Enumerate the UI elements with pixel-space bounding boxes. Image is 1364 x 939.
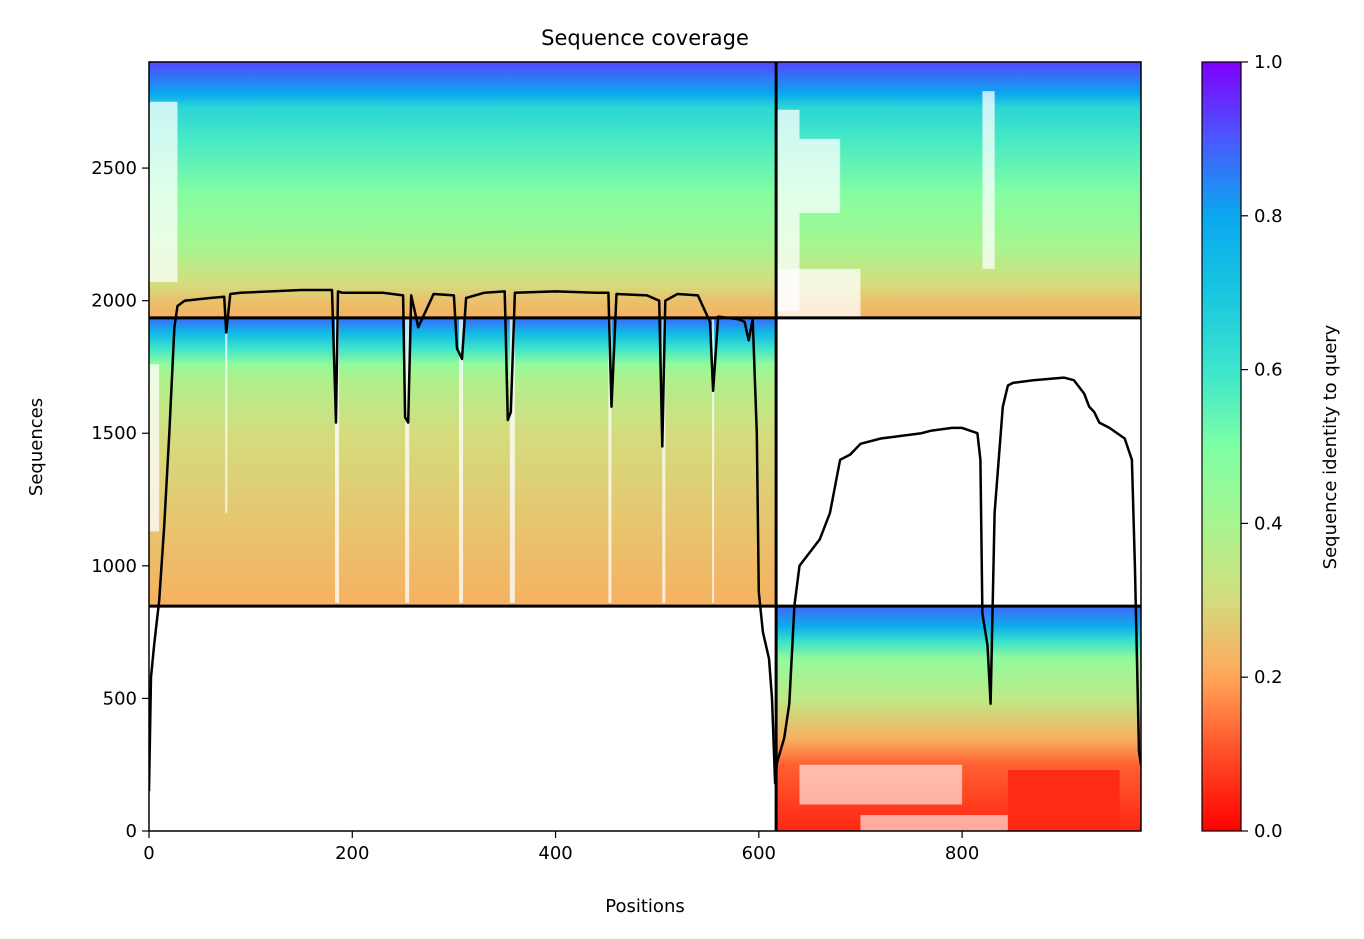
- x-tick-label: 800: [945, 843, 979, 864]
- coverage-gap: [776, 268, 861, 318]
- coverage-gap: [405, 319, 410, 603]
- coverage-gap: [509, 319, 515, 603]
- y-tick-label: 500: [103, 688, 137, 709]
- y-axis-ticks: 0 500 1000 1500 2000 2500: [91, 158, 149, 842]
- plot-frame: [148, 61, 1142, 832]
- y-tick-label: 0: [126, 821, 137, 842]
- colorbar-tick-label: 0.0: [1254, 821, 1283, 842]
- x-axis-label: Positions: [605, 896, 684, 917]
- coverage-gap: [335, 319, 340, 603]
- coverage-gaps: [149, 91, 1120, 831]
- chart-title: Sequence coverage: [541, 26, 749, 50]
- x-tick-label: 400: [538, 843, 572, 864]
- y-axis-label: Sequences: [26, 398, 47, 496]
- block-separators: [149, 62, 1141, 831]
- coverage-line-group: [149, 288, 1141, 792]
- colorbar-tick-label: 0.8: [1254, 206, 1283, 227]
- colorbar: [1201, 61, 1242, 832]
- x-axis-ticks: 0 200 400 600 800: [143, 831, 979, 864]
- x-tick-label: 0: [143, 843, 154, 864]
- coverage-gap: [149, 364, 160, 532]
- x-tick-label: 600: [742, 843, 776, 864]
- coverage-gap: [608, 319, 612, 603]
- colorbar-tick-label: 0.4: [1254, 513, 1283, 534]
- colorbar-ticks: 0.0 0.2 0.4 0.6 0.8 1.0: [1241, 52, 1283, 842]
- colorbar-tick-label: 0.6: [1254, 360, 1283, 381]
- y-tick-label: 2500: [91, 158, 137, 179]
- coverage-patch: [860, 815, 1008, 831]
- coverage-gap: [149, 101, 178, 283]
- coverage-line: [149, 288, 1141, 792]
- x-tick-label: 200: [335, 843, 369, 864]
- coverage-gap: [799, 138, 841, 214]
- y-tick-label: 2000: [91, 291, 137, 312]
- colorbar-tick-label: 0.2: [1254, 667, 1283, 688]
- colorbar-label: Sequence identity to query: [1320, 324, 1341, 569]
- coverage-gap: [662, 319, 666, 603]
- coverage-patch: [799, 764, 963, 805]
- y-tick-label: 1500: [91, 423, 137, 444]
- coverage-block: [149, 62, 777, 318]
- coverage-gap: [982, 91, 995, 269]
- colorbar-tick-label: 1.0: [1254, 52, 1283, 73]
- coverage-gap: [459, 319, 464, 603]
- coverage-patch: [1007, 770, 1120, 831]
- coverage-gap: [776, 109, 800, 312]
- coverage-gap: [712, 319, 715, 603]
- coverage-gap: [225, 319, 228, 513]
- y-tick-label: 1000: [91, 556, 137, 577]
